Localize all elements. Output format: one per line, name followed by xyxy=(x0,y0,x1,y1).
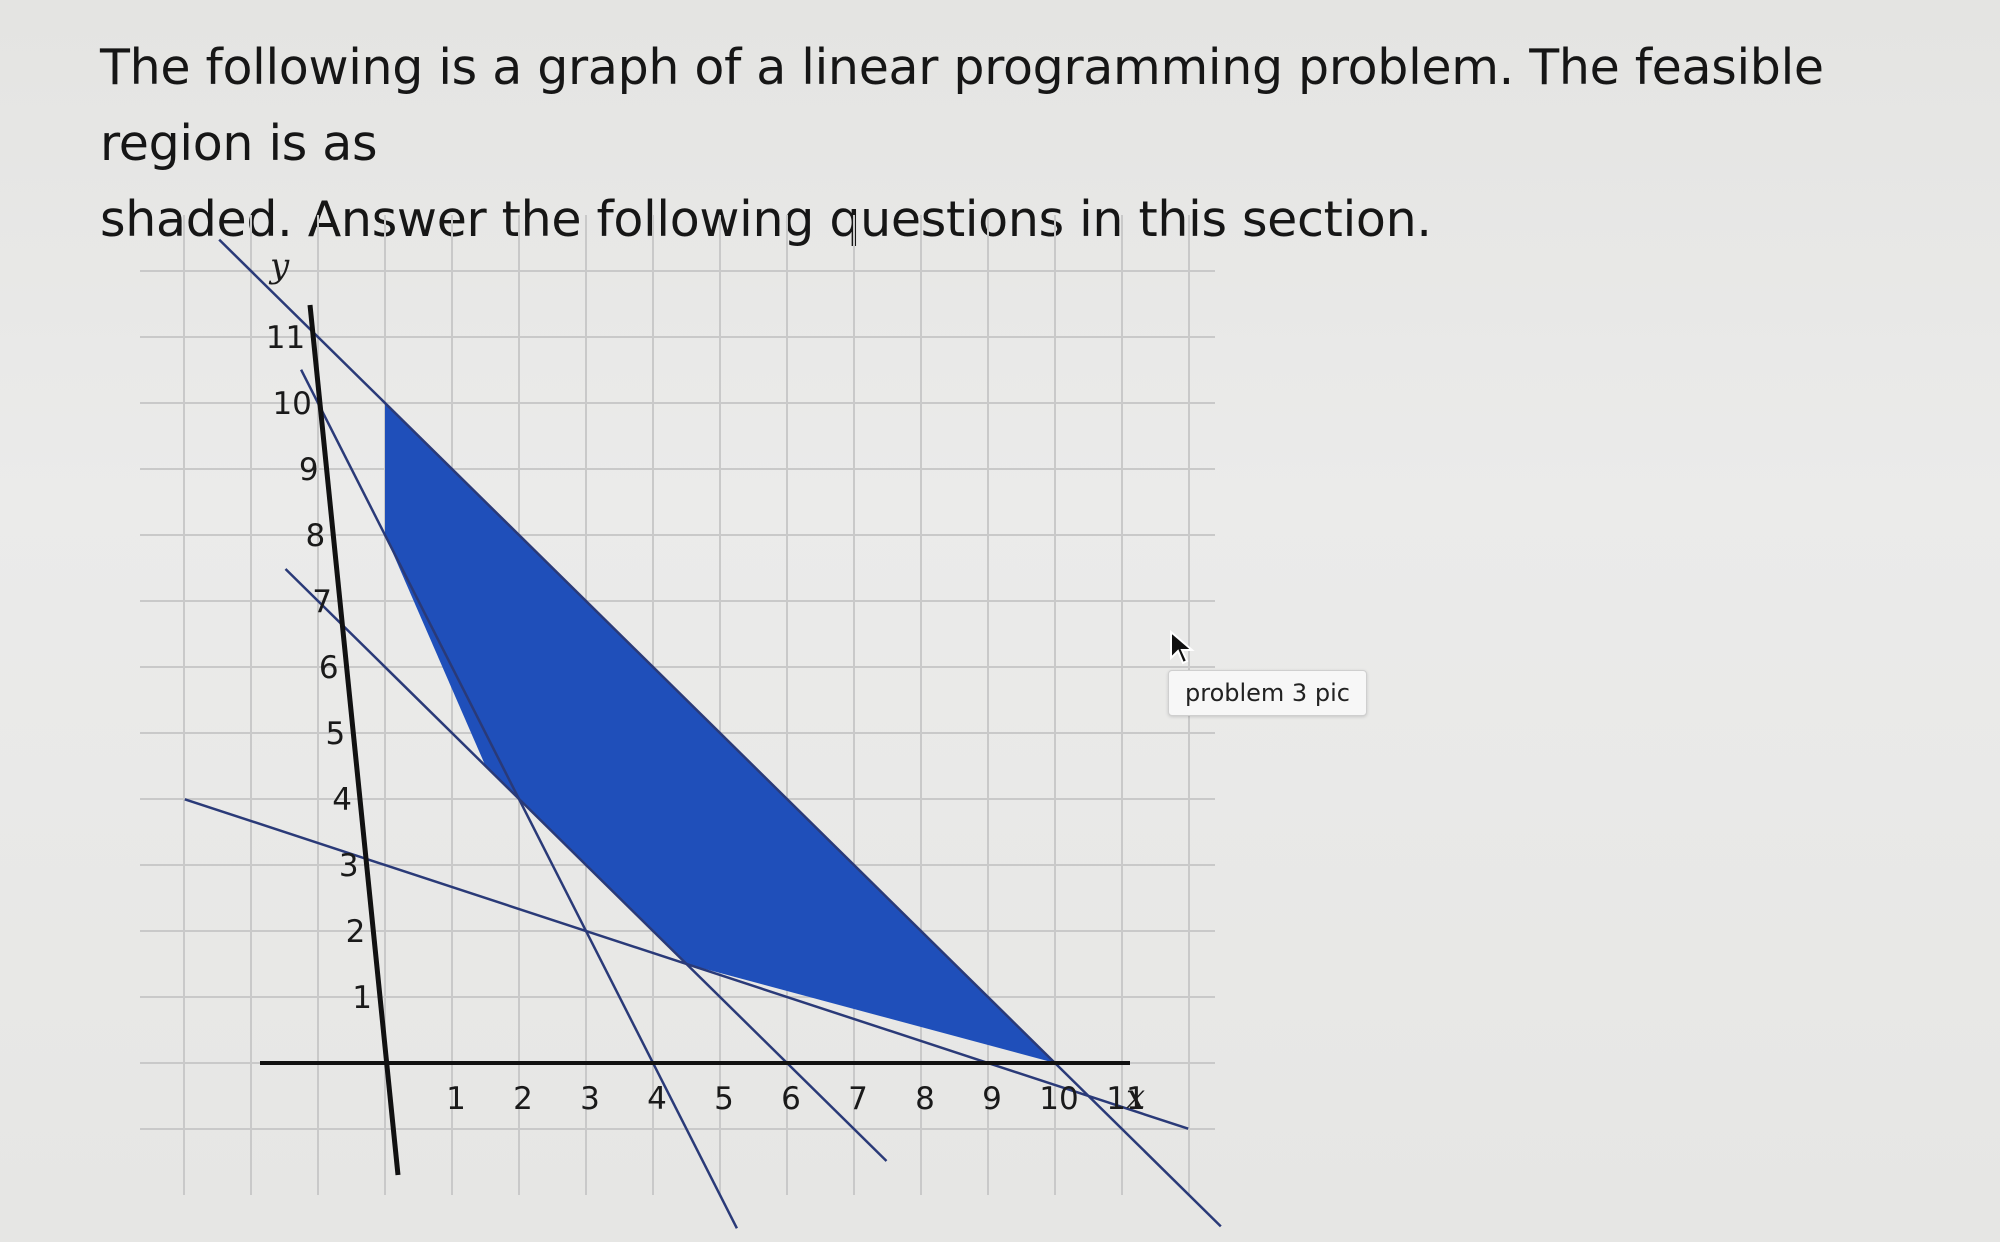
x-tick-label: 8 xyxy=(915,1081,935,1117)
mouse-pointer-icon xyxy=(1170,630,1195,665)
y-tick-label: 2 xyxy=(346,914,366,950)
y-tick-label: 3 xyxy=(339,848,359,884)
y-tick-label: 6 xyxy=(319,650,339,686)
y-tick-label: 7 xyxy=(312,584,332,620)
y-axis xyxy=(307,304,401,1176)
x-tick-label: 10 xyxy=(1039,1081,1078,1117)
x-axis-label: x xyxy=(1126,1077,1145,1117)
x-tick-label: 11 xyxy=(1106,1081,1145,1117)
question-line-1: The following is a graph of a linear pro… xyxy=(100,39,1824,172)
question-line-2: shaded. Answer the following questions i… xyxy=(100,191,1432,248)
y-tick-label: 8 xyxy=(306,518,326,554)
y-axis-label: y xyxy=(268,246,290,286)
question-text: The following is a graph of a linear pro… xyxy=(100,30,1900,258)
y-tick-label: 10 xyxy=(272,386,311,422)
axes xyxy=(260,304,1130,1176)
y-tick-label: 4 xyxy=(332,782,352,818)
y-tick-label: 11 xyxy=(266,320,305,356)
y-tick-label: 1 xyxy=(352,980,372,1016)
image-tooltip: problem 3 pic xyxy=(1168,670,1367,716)
y-tick-label: 9 xyxy=(299,452,319,488)
x-tick-label: 2 xyxy=(513,1081,533,1117)
x-tick-label: 4 xyxy=(647,1081,667,1117)
x-tick-label: 3 xyxy=(580,1081,600,1117)
y-tick-labels: 1 2 3 4 5 6 7 8 9 10 11 xyxy=(266,320,372,1016)
y-tick-label: 5 xyxy=(326,716,346,752)
x-tick-labels: 1 2 3 4 5 6 7 8 9 10 11 xyxy=(446,1081,1146,1117)
x-tick-label: 9 xyxy=(982,1081,1002,1117)
x-tick-label: 7 xyxy=(848,1081,868,1117)
constraint-line xyxy=(184,798,1189,1130)
x-tick-label: 6 xyxy=(781,1081,801,1117)
x-tick-label: 1 xyxy=(446,1081,466,1117)
x-tick-label: 5 xyxy=(714,1081,734,1117)
